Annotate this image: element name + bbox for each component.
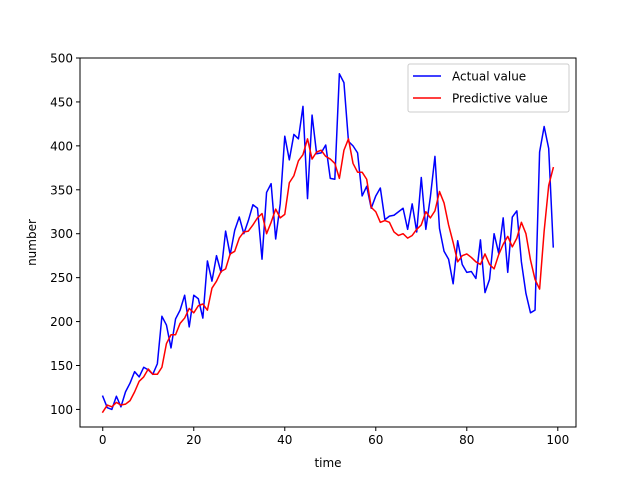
y-tick-label: 250 (50, 271, 73, 285)
x-tick-label: 80 (459, 433, 474, 447)
legend-box (407, 63, 570, 113)
y-tick-label: 500 (50, 52, 73, 66)
series-line-actual-value (101, 73, 555, 411)
series-line-predictive-value (101, 138, 555, 414)
plot-area (79, 57, 577, 428)
legend-label-actual-value: Actual value (452, 70, 526, 84)
y-tick-label: 350 (50, 183, 73, 197)
y-axis: 100 150 200 250 300 350 400 450 500 (50, 52, 80, 417)
y-tick-label: 300 (50, 227, 73, 241)
x-tick-label: 60 (368, 433, 383, 447)
axes-frame (79, 57, 577, 428)
legend-label-predictive-value: Predictive value (452, 92, 548, 106)
x-tick-label: 0 (99, 433, 107, 447)
x-tick-label: 40 (277, 433, 292, 447)
y-tick-label: 400 (50, 139, 73, 153)
y-tick-label: 200 (50, 315, 73, 329)
y-axis-label: number (25, 219, 39, 266)
x-axis: 0 20 40 60 80 100 (99, 427, 569, 447)
series-layer (101, 73, 555, 414)
x-tick-label: 20 (186, 433, 201, 447)
y-tick-label: 100 (50, 403, 73, 417)
y-tick-label: 450 (50, 95, 73, 109)
legend: Actual value Predictive value (407, 63, 570, 113)
x-tick-label: 100 (546, 433, 569, 447)
legend-items: Actual value Predictive value (413, 70, 548, 106)
y-tick-label: 150 (50, 359, 73, 373)
x-axis-label: time (314, 456, 341, 470)
